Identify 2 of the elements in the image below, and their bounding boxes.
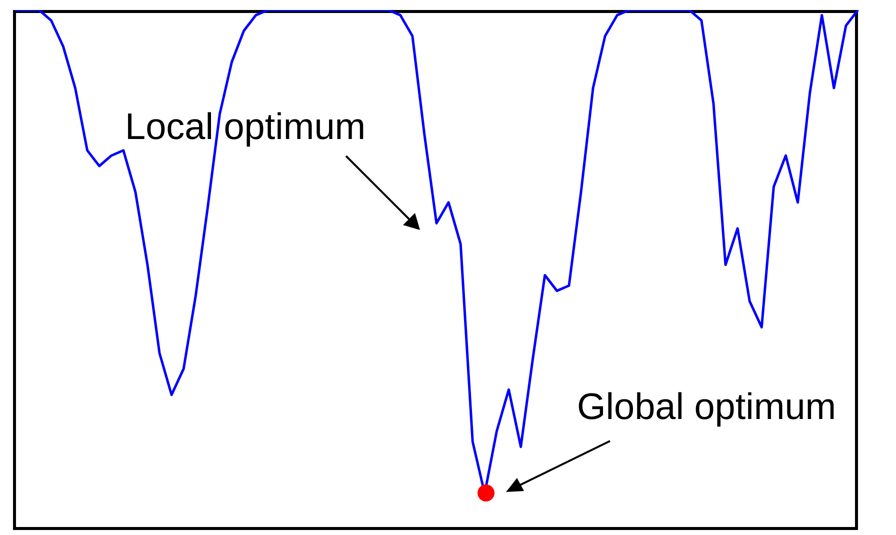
annotation: Local optimum	[125, 106, 366, 148]
annotation: Global optimum	[577, 386, 836, 428]
